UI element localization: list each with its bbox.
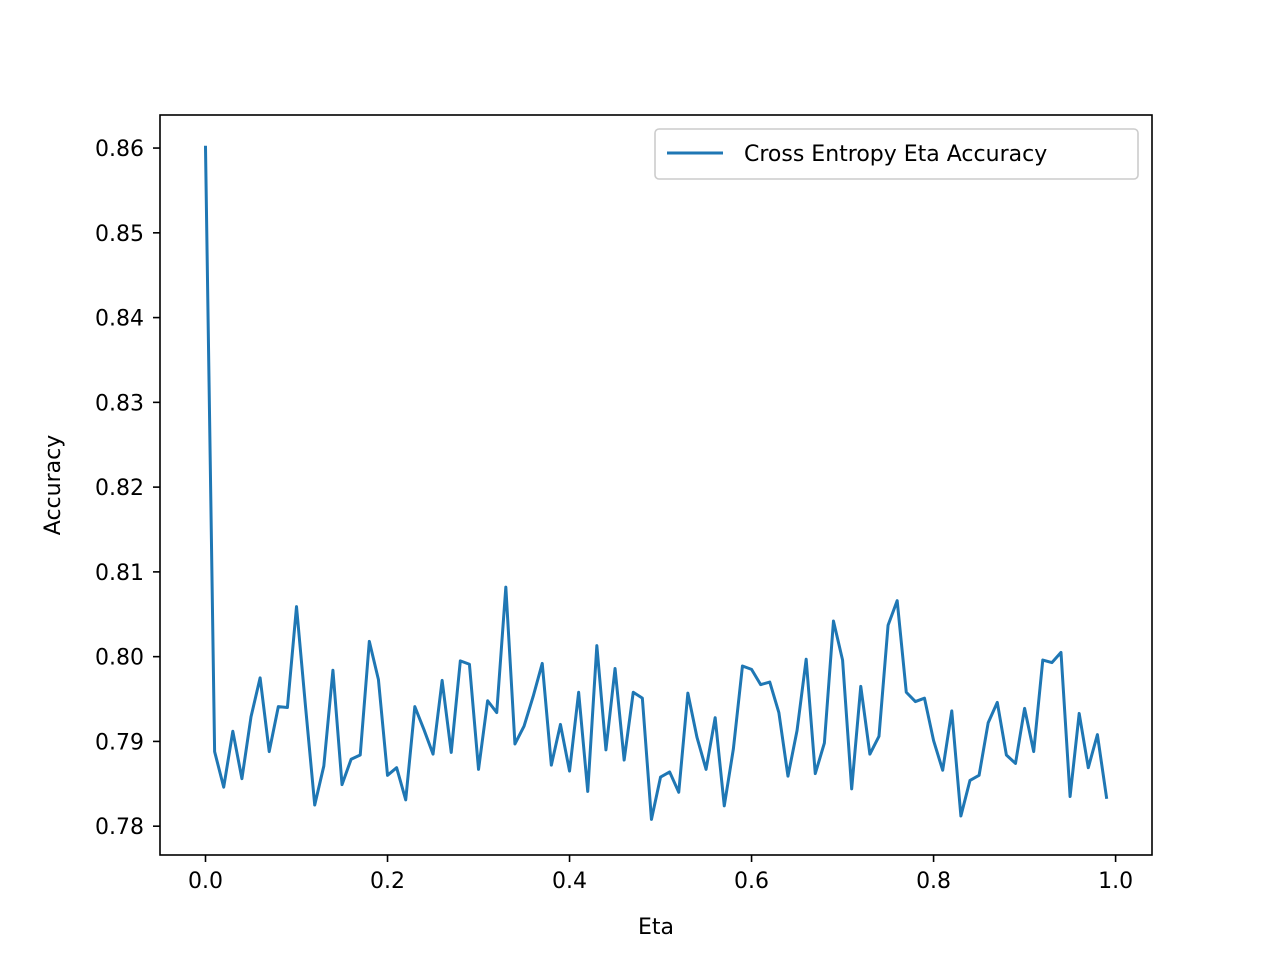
y-tick-label: 0.82 (95, 476, 144, 501)
y-tick-label: 0.84 (95, 307, 144, 332)
x-axis-label: Eta (638, 915, 674, 940)
x-tick-label: 0.8 (916, 869, 951, 894)
legend-label: Cross Entropy Eta Accuracy (744, 142, 1047, 167)
x-tick-label: 0.4 (552, 869, 587, 894)
axis-ticks: 0.0 0.2 0.4 0.6 0.8 1.0 0.78 0.79 0.80 0.81 0.82 0.… (95, 137, 1133, 894)
y-tick-label: 0.86 (95, 137, 144, 162)
y-tick-label: 0.80 (95, 646, 144, 671)
x-tick-label: 1.0 (1098, 869, 1133, 894)
axes-frame (159, 114, 1153, 856)
y-tick-label: 0.85 (95, 222, 144, 247)
y-tick-label: 0.83 (95, 391, 144, 416)
y-tick-label: 0.81 (95, 561, 144, 586)
series-line-0 (203, 145, 1109, 821)
plot-area (203, 145, 1109, 821)
y-tick-label: 0.79 (95, 730, 144, 755)
x-tick-label: 0.0 (188, 869, 223, 894)
y-tick-label: 0.78 (95, 815, 144, 840)
x-tick-label: 0.2 (370, 869, 405, 894)
legend: Cross Entropy Eta Accuracy (654, 128, 1139, 180)
x-tick-label: 0.6 (734, 869, 769, 894)
legend-box (654, 128, 1139, 180)
y-axis-label: Accuracy (41, 435, 66, 535)
